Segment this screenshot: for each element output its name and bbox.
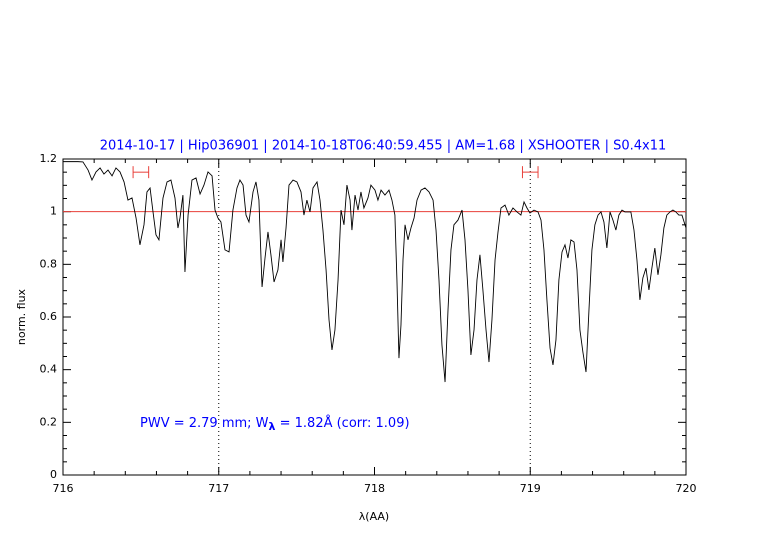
y-tick-label: 0.6 — [40, 310, 58, 323]
y-tick-label: 0 — [50, 468, 57, 481]
x-axis-label: λ(AA) — [359, 510, 389, 523]
chart-title: 2014-10-17 | Hip036901 | 2014-10-18T06:4… — [100, 139, 667, 154]
x-tick-label: 717 — [208, 482, 229, 495]
annotation: PWV = 2.79 mm; Wλ = 1.82Å (corr: 1.09) — [140, 415, 410, 434]
x-tick-label: 720 — [676, 482, 697, 495]
y-tick-label: 0.2 — [40, 415, 58, 428]
annotation-part: = 1.82Å (corr: 1.09) — [275, 415, 409, 431]
y-tick-label: 0.4 — [40, 363, 58, 376]
y-tick-label: 0.8 — [40, 257, 58, 270]
range-marker — [132, 166, 150, 179]
spectrum-line — [63, 161, 687, 383]
y-axis-label: norm. flux — [15, 288, 28, 345]
x-tick-label: 718 — [364, 482, 385, 495]
y-tick-label: 1.2 — [40, 152, 58, 165]
range-marker — [521, 166, 539, 179]
annotation-part: PWV = 2.79 mm; W — [140, 416, 269, 431]
y-tick-label: 1 — [50, 205, 57, 218]
x-tick-label: 719 — [520, 482, 541, 495]
annotation-part: λ — [269, 420, 276, 433]
x-tick-label: 716 — [53, 482, 74, 495]
